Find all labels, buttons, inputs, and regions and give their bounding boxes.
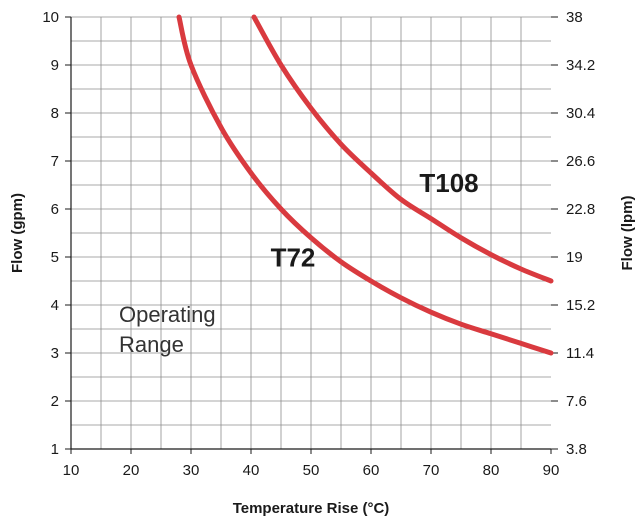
y-tick-label: 6 — [51, 201, 59, 218]
y2-tick-label: 26.6 — [566, 153, 595, 170]
x-tick-label: 20 — [123, 462, 140, 479]
y-tick-label: 8 — [51, 105, 59, 122]
y2-tick-label: 38 — [566, 9, 583, 26]
y-tick-label: 10 — [42, 9, 59, 26]
curve-label-t108: T108 — [419, 168, 478, 198]
y2-tick-label: 34.2 — [566, 57, 595, 74]
operating-range-label: Operating Range — [119, 302, 216, 357]
axes: 10 20 30 40 50 60 70 80 90 1 2 3 4 5 6 7 8 9 10 3.8 7.6 11.4 1… — [42, 9, 595, 479]
y2-tick-label: 15.2 — [566, 297, 595, 314]
y-axis-title-right: Flow (lpm) — [619, 196, 636, 271]
y2-tick-label: 11.4 — [566, 345, 594, 362]
y-tick-label: 4 — [51, 297, 59, 314]
x-tick-label: 90 — [543, 462, 560, 479]
y2-tick-label: 3.8 — [566, 441, 587, 458]
x-tick-label: 50 — [303, 462, 320, 479]
y-tick-label: 7 — [51, 153, 59, 170]
x-tick-label: 60 — [363, 462, 380, 479]
x-tick-label: 80 — [483, 462, 500, 479]
series-line-t108 — [251, 14, 554, 284]
labels: Operating Range Temperature Rise (°C) Flo… — [9, 168, 636, 517]
x-tick-label: 70 — [423, 462, 440, 479]
y-tick-label: 2 — [51, 393, 59, 410]
series-line-t72 — [176, 14, 554, 356]
y2-tick-label: 22.8 — [566, 201, 595, 218]
x-axis-title: Temperature Rise (°C) — [233, 500, 390, 517]
x-tick-label: 10 — [63, 462, 80, 479]
x-tick-label: 40 — [243, 462, 260, 479]
y-tick-label: 5 — [51, 249, 59, 266]
y-tick-label: 1 — [51, 441, 59, 458]
x-tick-label: 30 — [183, 462, 200, 479]
operating-range-line: Operating — [119, 302, 216, 327]
grid — [71, 16, 551, 449]
y-tick-label: 9 — [51, 57, 59, 74]
y-axis-title-left: Flow (gpm) — [9, 193, 26, 273]
series — [176, 14, 554, 356]
y2-tick-label: 19 — [566, 249, 583, 266]
y-tick-label: 3 — [51, 345, 59, 362]
operating-range-line: Range — [119, 332, 184, 357]
curve-label-t72: T72 — [271, 243, 316, 273]
y2-tick-label: 7.6 — [566, 393, 587, 410]
y2-tick-label: 30.4 — [566, 105, 595, 122]
